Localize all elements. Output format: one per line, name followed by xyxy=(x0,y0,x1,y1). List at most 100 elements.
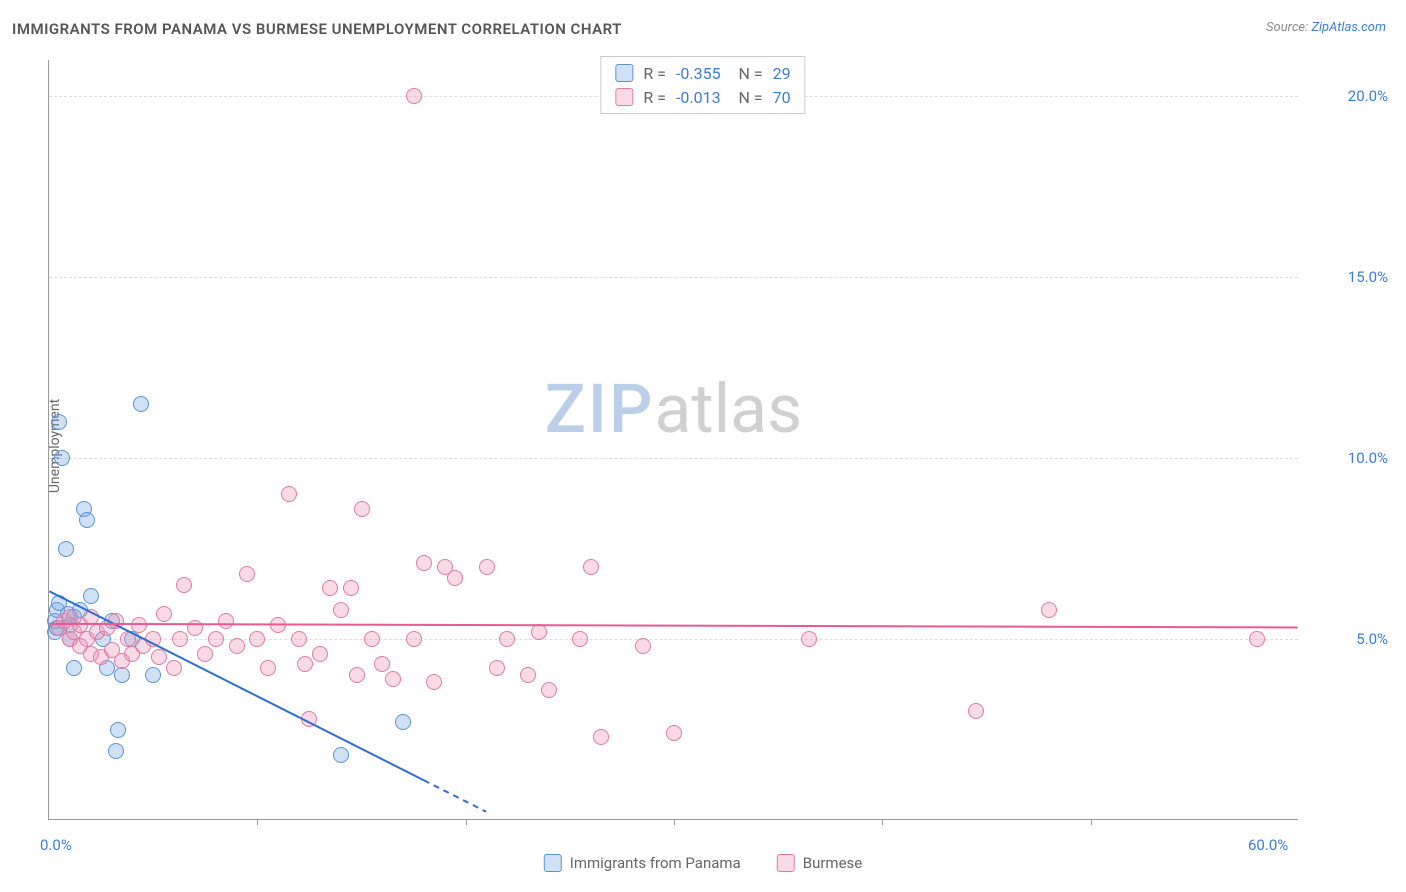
data-point xyxy=(249,631,265,647)
x-tick-mark xyxy=(882,819,883,825)
data-point xyxy=(176,577,192,593)
legend-swatch xyxy=(615,88,633,106)
chart-container: { "title": "IMMIGRANTS FROM PANAMA VS BU… xyxy=(0,0,1406,892)
data-point xyxy=(395,714,411,730)
data-point xyxy=(635,638,651,654)
data-point xyxy=(54,450,70,466)
data-point xyxy=(131,617,147,633)
data-point xyxy=(406,631,422,647)
data-point xyxy=(239,566,255,582)
legend-r-value: -0.013 xyxy=(676,88,721,107)
data-point xyxy=(83,588,99,604)
data-point xyxy=(374,656,390,672)
data-point xyxy=(297,656,313,672)
data-point xyxy=(447,570,463,586)
data-point xyxy=(108,613,124,629)
data-point xyxy=(66,660,82,676)
data-point xyxy=(666,725,682,741)
data-point xyxy=(1041,602,1057,618)
data-point xyxy=(968,703,984,719)
data-point xyxy=(322,580,338,596)
x-tick-label: 0.0% xyxy=(40,836,72,854)
data-point xyxy=(291,631,307,647)
data-point xyxy=(406,88,422,104)
data-point xyxy=(593,729,609,745)
data-point xyxy=(151,649,167,665)
y-tick-label: 15.0% xyxy=(1308,268,1388,286)
data-point xyxy=(270,617,286,633)
legend-series-name: Immigrants from Panama xyxy=(570,854,741,872)
x-tick-mark xyxy=(257,819,258,825)
legend-row: R = -0.013 N = 70 xyxy=(615,85,790,109)
data-point xyxy=(208,631,224,647)
y-tick-label: 5.0% xyxy=(1308,630,1388,648)
data-point xyxy=(583,559,599,575)
x-tick-mark xyxy=(1091,819,1092,825)
x-tick-mark xyxy=(674,819,675,825)
x-tick-label: 60.0% xyxy=(1248,836,1288,854)
data-point xyxy=(260,660,276,676)
legend-n-label: N = xyxy=(731,88,763,107)
data-point xyxy=(58,541,74,557)
data-point xyxy=(301,711,317,727)
data-point xyxy=(218,613,234,629)
data-point xyxy=(1249,631,1265,647)
data-point xyxy=(416,555,432,571)
data-point xyxy=(145,631,161,647)
data-point xyxy=(541,682,557,698)
legend-r-label: R = xyxy=(643,64,666,83)
data-point xyxy=(133,396,149,412)
legend-swatch xyxy=(615,64,633,82)
data-point xyxy=(229,638,245,654)
data-point xyxy=(343,580,359,596)
legend-r-value: -0.355 xyxy=(676,64,721,83)
data-point xyxy=(172,631,188,647)
x-tick-mark xyxy=(466,819,467,825)
data-point xyxy=(520,667,536,683)
correlation-legend: R = -0.355 N = 29R = -0.013 N = 70 xyxy=(600,56,805,114)
data-point xyxy=(349,667,365,683)
data-point xyxy=(333,747,349,763)
gridline xyxy=(49,458,1298,459)
data-point xyxy=(479,559,495,575)
data-point xyxy=(79,512,95,528)
data-point xyxy=(801,631,817,647)
legend-row: R = -0.355 N = 29 xyxy=(615,61,790,85)
data-point xyxy=(156,606,172,622)
data-point xyxy=(114,667,130,683)
watermark-zip: ZIP xyxy=(545,369,655,449)
source-prefix: Source: xyxy=(1266,20,1311,35)
y-tick-label: 20.0% xyxy=(1308,87,1388,105)
data-point xyxy=(385,671,401,687)
legend-swatch xyxy=(544,854,562,872)
data-point xyxy=(145,667,161,683)
data-point xyxy=(166,660,182,676)
data-point xyxy=(354,501,370,517)
data-point xyxy=(187,620,203,636)
data-point xyxy=(426,674,442,690)
watermark-atlas: atlas xyxy=(654,369,802,449)
data-point xyxy=(108,743,124,759)
source-link[interactable]: ZipAtlas.com xyxy=(1311,20,1386,35)
y-tick-label: 10.0% xyxy=(1308,449,1388,467)
trend-lines xyxy=(49,60,1298,819)
legend-n-value: 29 xyxy=(773,64,791,83)
legend-r-label: R = xyxy=(643,88,666,107)
data-point xyxy=(120,631,136,647)
source-credit: Source: ZipAtlas.com xyxy=(1266,20,1386,35)
data-point xyxy=(531,624,547,640)
data-point xyxy=(572,631,588,647)
gridline xyxy=(49,277,1298,278)
data-point xyxy=(51,414,67,430)
data-point xyxy=(333,602,349,618)
scatter-plot-area: ZIPatlas 5.0%10.0%15.0%20.0% xyxy=(48,60,1298,820)
chart-title: IMMIGRANTS FROM PANAMA VS BURMESE UNEMPL… xyxy=(12,20,622,38)
legend-n-label: N = xyxy=(731,64,763,83)
legend-item: Burmese xyxy=(777,854,863,872)
legend-item: Immigrants from Panama xyxy=(544,854,741,872)
data-point xyxy=(197,646,213,662)
series-legend: Immigrants from Panama Burmese xyxy=(544,854,862,872)
legend-n-value: 70 xyxy=(773,88,791,107)
data-point xyxy=(364,631,380,647)
data-point xyxy=(312,646,328,662)
